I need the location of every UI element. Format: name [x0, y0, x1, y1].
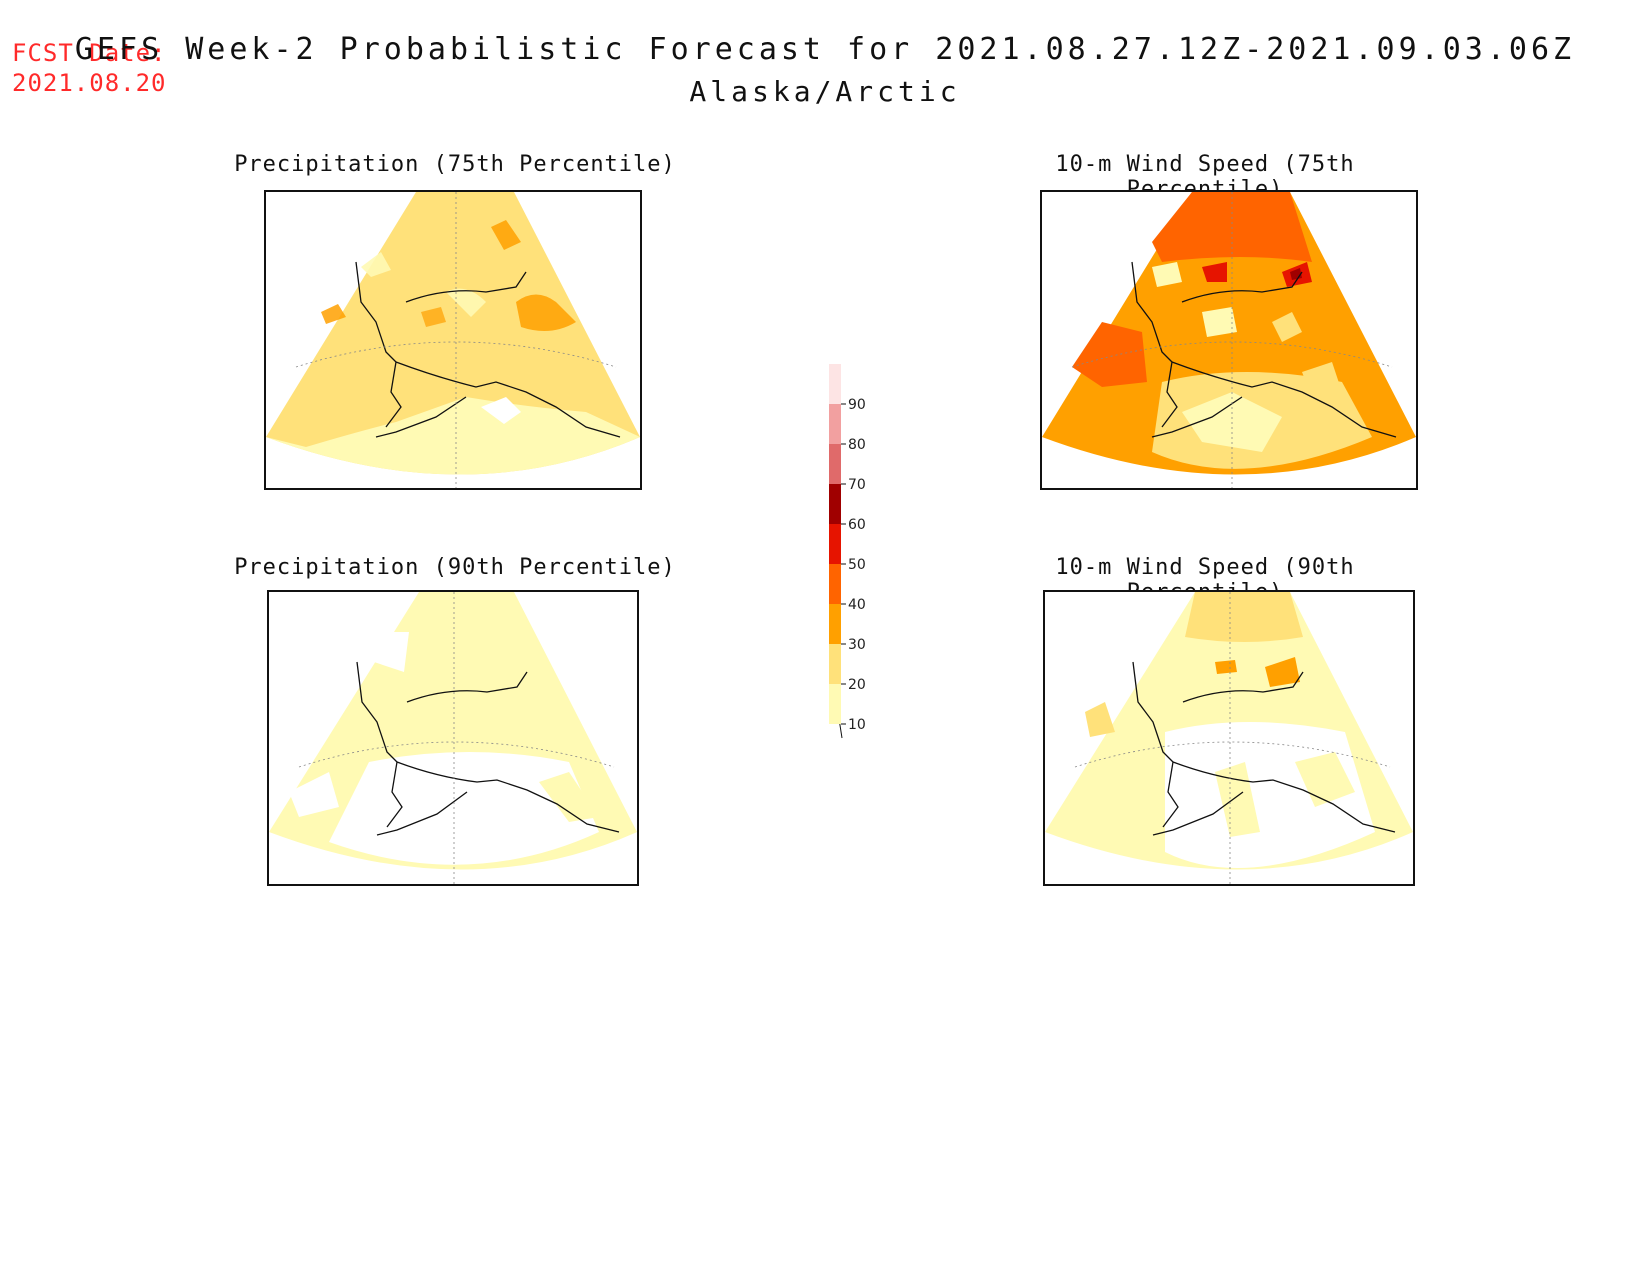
forecast-date-value: 2021.08.20 [12, 69, 167, 97]
forecast-date-label: FCST Date: [12, 39, 167, 67]
colorbar-swatch-70-80 [829, 444, 841, 484]
colorbar-tick-label: 40 [848, 597, 866, 613]
colorbar-swatch-40-50 [829, 564, 841, 604]
map-precip-90 [267, 590, 639, 886]
colorbar-swatch-gt90 [829, 364, 841, 404]
colorbar-tick-label: 50 [848, 557, 866, 573]
map-wind-75 [1040, 190, 1418, 490]
colorbar-swatch-20-30 [829, 644, 841, 684]
colorbar-swatch-10-20 [829, 684, 841, 724]
colorbar-tick-label: 90 [848, 397, 866, 413]
map-precip-75 [264, 190, 642, 490]
figure-title: GEFS Week-2 Probabilistic Forecast for 2… [0, 32, 1650, 108]
main-title: GEFS Week-2 Probabilistic Forecast for 2… [74, 32, 1576, 67]
colorbar-swatch-30-40 [829, 604, 841, 644]
map-wind-90 [1043, 590, 1415, 886]
forecast-date: FCST Date: 2021.08.20 [12, 38, 167, 98]
colorbar: 10 20 30 40 50 60 70 80 90 [826, 338, 886, 744]
colorbar-graphic: 10 20 30 40 50 60 70 80 90 [829, 364, 866, 739]
colorbar-tick-label: 10 [848, 717, 866, 733]
colorbar-tick-label: 70 [848, 477, 866, 493]
panel-title-precip-75: Precipitation (75th Percentile) [234, 152, 676, 177]
region-title: Alaska/Arctic [689, 75, 961, 108]
colorbar-tick-label: 20 [848, 677, 866, 693]
colorbar-swatch-60-70 [829, 484, 841, 524]
colorbar-tick-label: 80 [848, 437, 866, 453]
panel-title-precip-90: Precipitation (90th Percentile) [234, 555, 676, 580]
colorbar-swatch-50-60 [829, 524, 841, 564]
colorbar-swatch-80-90 [829, 404, 841, 444]
colorbar-tick-label: 60 [848, 517, 866, 533]
colorbar-tick-label: 30 [848, 637, 866, 653]
